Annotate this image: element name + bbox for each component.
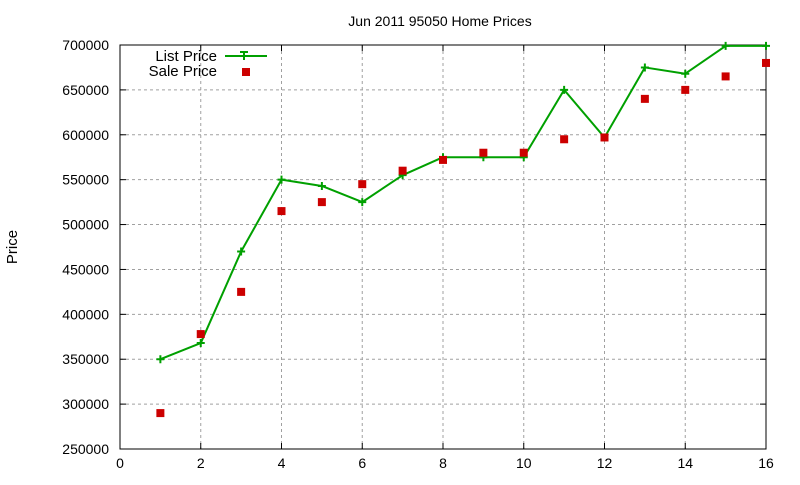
- x-tick-label: 6: [358, 455, 366, 471]
- plot-series: [156, 41, 770, 418]
- data-point-square: [317, 198, 326, 207]
- data-point-plus: [196, 339, 205, 348]
- data-point-square: [479, 148, 488, 157]
- y-tick-label: 550000: [62, 172, 109, 188]
- chart-title: Jun 2011 95050 Home Prices: [348, 13, 531, 29]
- x-tick-label: 0: [116, 455, 124, 471]
- data-point-plus: [317, 181, 326, 190]
- legend-swatch-sale-price: [242, 68, 250, 76]
- data-point-square: [277, 207, 286, 216]
- legend: List Price Sale Price: [149, 48, 267, 80]
- legend-swatch-list-price: [225, 51, 267, 60]
- legend-label-sale-price: Sale Price: [149, 63, 217, 80]
- y-tick-label: 350000: [62, 351, 109, 367]
- data-point-square: [721, 72, 730, 81]
- data-point-square: [560, 135, 569, 144]
- grid-lines: [120, 45, 766, 449]
- data-point-square: [156, 409, 165, 418]
- data-point-square: [358, 180, 367, 189]
- x-tick-label: 10: [516, 455, 532, 471]
- data-point-plus: [762, 41, 770, 50]
- data-point-square: [439, 155, 447, 164]
- data-point-plus: [721, 41, 730, 50]
- series-list-price: [156, 41, 770, 364]
- y-tick-label: 600000: [62, 127, 109, 143]
- y-tick-label: 500000: [62, 217, 109, 233]
- legend-label-list-price: List Price: [155, 48, 217, 65]
- data-point-square: [237, 287, 246, 296]
- x-tick-label: 8: [439, 455, 447, 471]
- data-point-plus: [560, 85, 569, 94]
- data-point-plus: [277, 175, 286, 184]
- data-point-square: [196, 330, 205, 339]
- data-point-plus: [681, 69, 690, 78]
- data-point-square: [398, 166, 407, 175]
- data-point-plus: [156, 355, 165, 364]
- y-axis-label: Price: [4, 230, 21, 264]
- x-tick-label: 12: [597, 455, 613, 471]
- y-tick-label: 700000: [62, 37, 109, 53]
- data-point-plus: [640, 63, 649, 72]
- data-point-plus: [358, 198, 367, 207]
- y-tick-label: 250000: [62, 441, 109, 457]
- data-point-square: [519, 148, 528, 157]
- plot-frame: [119, 44, 767, 450]
- x-tick-label: 16: [758, 455, 774, 471]
- y-tick-label: 650000: [62, 82, 109, 98]
- data-point-square: [640, 94, 649, 103]
- series-sale-price: [156, 58, 770, 418]
- x-tick-label: 14: [677, 455, 693, 471]
- x-tick-label: 4: [278, 455, 286, 471]
- x-tick-label: 2: [197, 455, 205, 471]
- series-line: [160, 44, 766, 361]
- axis-ticks: 250000 300000 350000 400000 450000 500000 5500…: [62, 37, 774, 471]
- y-tick-label: 400000: [62, 306, 109, 322]
- data-point-plus: [237, 247, 246, 256]
- y-tick-label: 450000: [62, 261, 109, 277]
- y-tick-label: 300000: [62, 396, 109, 412]
- data-point-square: [762, 58, 770, 67]
- data-point-square: [681, 85, 690, 94]
- data-point-square: [600, 133, 609, 142]
